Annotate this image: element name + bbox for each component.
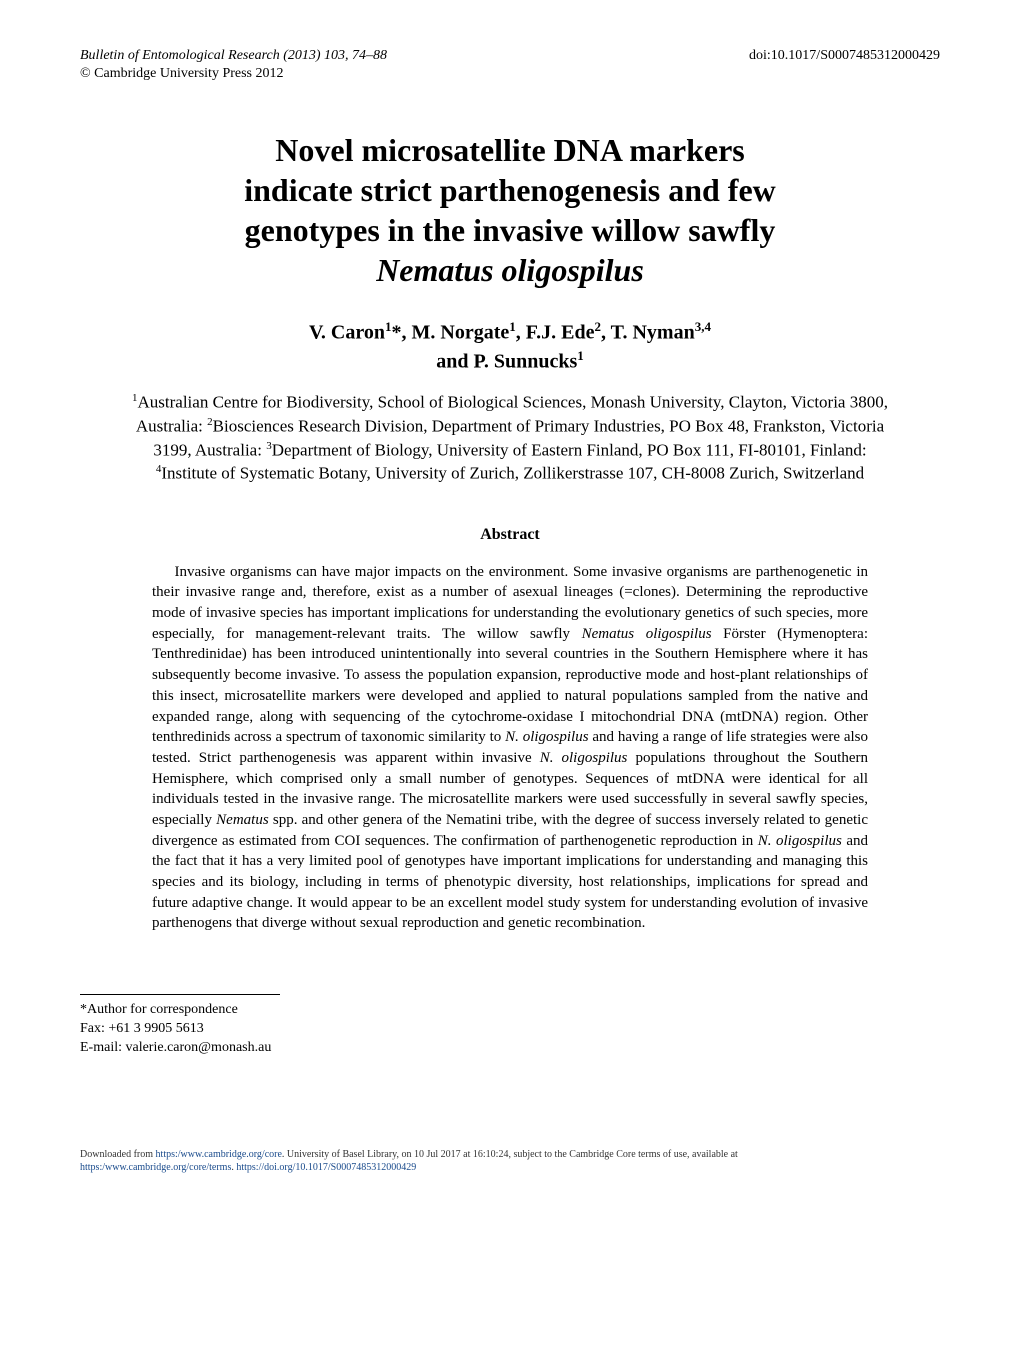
author-3: , F.J. Ede [516, 322, 595, 344]
footer-link-terms[interactable]: https:/www.cambridge.org/core/terms [80, 1162, 231, 1173]
header-row: Bulletin of Entomological Research (2013… [80, 48, 940, 64]
author-5: and P. Sunnucks [436, 350, 577, 372]
author-1: V. Caron [309, 322, 385, 344]
title-species: Nematus oligospilus [376, 252, 644, 288]
abstract-heading: Abstract [80, 526, 940, 544]
abstract-body: Invasive organisms can have major impact… [80, 562, 940, 934]
author-4: , T. Nyman [601, 322, 695, 344]
title-line-2: indicate strict parthenogenesis and few [244, 172, 776, 208]
aff-text-4: Institute of Systematic Botany, Universi… [161, 464, 864, 483]
author-1-star: * [392, 322, 402, 344]
abstract-species-5: N. oligospilus [758, 833, 842, 849]
affiliations: 1Australian Centre for Biodiversity, Sch… [80, 391, 940, 485]
correspondence-label: *Author for correspondence [80, 1001, 940, 1020]
abstract-species-4: Nematus [216, 812, 269, 828]
author-4-aff: 3,4 [695, 319, 711, 334]
author-list: V. Caron1*, M. Norgate1, F.J. Ede2, T. N… [80, 318, 940, 375]
footer-link-core[interactable]: https:/www.cambridge.org/core [156, 1149, 282, 1160]
paper-title: Novel microsatellite DNA markers indicat… [80, 130, 940, 290]
title-line-3: genotypes in the invasive willow sawfly [245, 212, 776, 248]
aff-text-3: Department of Biology, University of Eas… [272, 440, 867, 459]
correspondence-block: *Author for correspondence Fax: +61 3 99… [80, 1001, 940, 1058]
author-5-aff: 1 [577, 348, 584, 363]
footnote-divider [80, 994, 280, 995]
footer-text-1: Downloaded from [80, 1149, 156, 1160]
footer-text-2: . University of Basel Library, on 10 Jul… [282, 1149, 738, 1160]
correspondence-fax: Fax: +61 3 9905 5613 [80, 1020, 940, 1039]
correspondence-email: E-mail: valerie.caron@monash.au [80, 1039, 940, 1058]
doi: doi:10.1017/S0007485312000429 [749, 48, 940, 64]
footer-link-doi[interactable]: https://doi.org/10.1017/S000748531200042… [236, 1162, 416, 1173]
journal-citation: Bulletin of Entomological Research (2013… [80, 48, 387, 64]
author-2: , M. Norgate [402, 322, 510, 344]
abstract-species-3: N. oligospilus [540, 750, 628, 766]
title-line-1: Novel microsatellite DNA markers [275, 132, 745, 168]
abstract-species-1: Nematus oligospilus [582, 626, 712, 642]
abstract-species-2: N. oligospilus [505, 729, 588, 745]
abstract-text-2: Förster (Hymenoptera: Tenthredinidae) ha… [152, 626, 868, 745]
copyright-line: © Cambridge University Press 2012 [80, 66, 940, 82]
download-footer: Downloaded from https:/www.cambridge.org… [80, 1148, 940, 1174]
